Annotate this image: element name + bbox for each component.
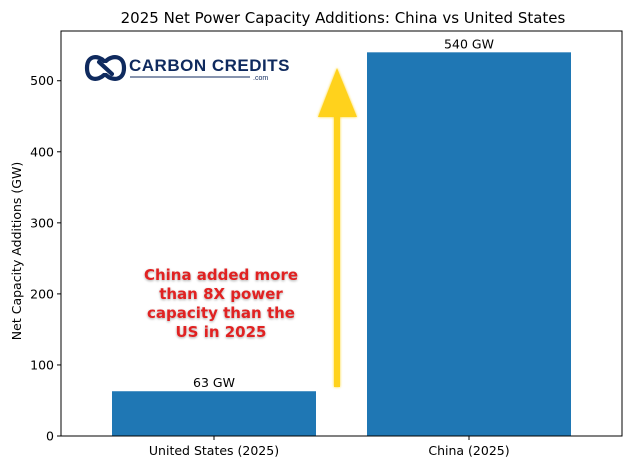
annotation: China added more than 8X power capacity … <box>144 266 298 341</box>
annotation-line-4: US in 2025 <box>176 323 267 341</box>
carbon-credits-logo: CARBON CREDITS .com <box>84 55 290 82</box>
logo-suffix: .com <box>253 75 268 82</box>
bar-1 <box>367 52 571 436</box>
bar-0 <box>112 391 316 436</box>
y-tick-label-4: 400 <box>30 144 54 159</box>
y-axis-label: Net Capacity Additions (GW) <box>9 162 24 340</box>
annotation-line-2: than 8X power <box>159 285 283 303</box>
y-tick-label-3: 300 <box>30 215 54 230</box>
y-tick-label-0: 0 <box>46 429 54 444</box>
logo-infinity-icon <box>84 55 127 81</box>
data-label-0: 63 GW <box>193 375 235 390</box>
annotation-line-3: capacity than the <box>147 304 295 322</box>
y-tick-label-5: 500 <box>30 73 54 88</box>
data-label-1: 540 GW <box>444 36 494 51</box>
axes-frame <box>60 30 623 437</box>
x-tick-label-1: China (2025) <box>428 443 509 458</box>
arrow-up-icon <box>318 68 357 387</box>
bars: 63 GW 540 GW <box>112 36 571 436</box>
chart-title: 2025 Net Power Capacity Additions: China… <box>121 9 566 27</box>
arrow-head <box>318 68 357 117</box>
x-axis: United States (2025) China (2025) <box>149 436 510 458</box>
arrow-shaft <box>334 112 340 387</box>
y-tick-label-1: 100 <box>30 357 54 372</box>
annotation-line-1: China added more <box>144 266 298 284</box>
y-axis: 0 100 200 300 400 500 <box>30 73 61 444</box>
y-tick-label-2: 200 <box>30 286 54 301</box>
logo-name: CARBON CREDITS <box>129 56 290 75</box>
x-tick-label-0: United States (2025) <box>149 443 279 458</box>
